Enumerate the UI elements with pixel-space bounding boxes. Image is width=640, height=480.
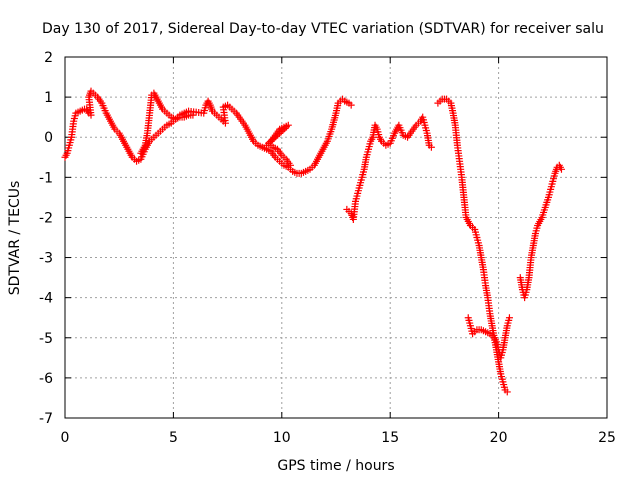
data-point-marker: [189, 111, 197, 119]
y-tick-label: 1: [44, 90, 53, 106]
x-tick-labels: 0 5 10 15 20 25: [61, 430, 616, 446]
y-tick-label: -3: [39, 251, 53, 267]
plot-area-border: [64, 56, 608, 419]
y-tick-labels: 2 1 0 -1 -2 -3 -4 -5 -6 -7: [39, 50, 53, 427]
x-tick-label: 15: [381, 430, 399, 446]
data-point-marker: [557, 165, 565, 173]
axis-ticks: [64, 56, 608, 419]
y-tick-label: -7: [39, 411, 53, 427]
y-tick-label: -2: [39, 210, 53, 226]
x-tick-label: 5: [169, 430, 178, 446]
chart-title: Day 130 of 2017, Sidereal Day-to-day VTE…: [42, 21, 604, 37]
x-axis-label: GPS time / hours: [277, 458, 394, 474]
x-tick-label: 0: [61, 430, 70, 446]
y-tick-label: -4: [39, 291, 53, 307]
data-point-marker: [505, 314, 513, 322]
y-axis-label: SDTVAR / TECUs: [7, 181, 23, 296]
data-points: [61, 87, 565, 396]
data-point-marker: [427, 143, 435, 151]
x-tick-label: 20: [490, 430, 508, 446]
y-tick-label: 0: [44, 130, 53, 146]
x-tick-label: 10: [273, 430, 291, 446]
data-point-marker: [503, 388, 511, 396]
x-tick-label: 25: [598, 430, 616, 446]
data-point-marker: [286, 161, 294, 169]
data-point-marker: [347, 101, 355, 109]
y-tick-label: 2: [44, 50, 53, 66]
y-tick-label: -5: [39, 331, 53, 347]
y-tick-label: -1: [39, 170, 53, 186]
y-tick-label: -6: [39, 371, 53, 387]
